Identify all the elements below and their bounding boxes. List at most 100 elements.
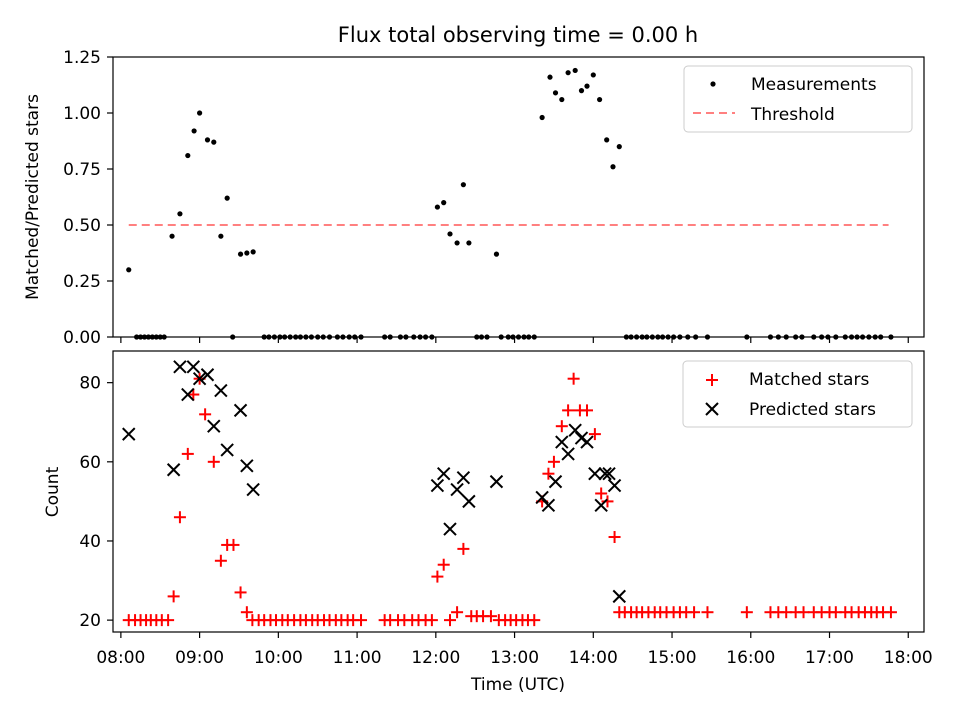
predicted-star-point [200, 368, 215, 382]
measurement-point [547, 74, 553, 80]
predicted-star-point [430, 478, 445, 493]
predicted-star-point [462, 494, 476, 509]
matched-star-point [240, 606, 253, 619]
matched-star-point [425, 614, 438, 627]
top-legend: Measurements Threshold [683, 65, 913, 133]
top-y-tick-label: 0.50 [63, 216, 101, 236]
matched-star-point [437, 558, 450, 571]
top-y-tick-label: 1.25 [63, 48, 101, 68]
matched-star-point [688, 606, 701, 619]
predicted-star-point [240, 459, 254, 473]
predicted-star-point [489, 474, 504, 489]
x-tick-label: 12:00 [411, 648, 460, 668]
predicted-star-point [607, 478, 622, 493]
x-tick-label: 10:00 [254, 648, 303, 668]
matched-star-point [199, 408, 212, 421]
measurement-point [610, 164, 616, 170]
measurement-point [552, 90, 559, 96]
measurement-point [466, 240, 472, 246]
measurement-point [250, 249, 256, 255]
bottom-legend: Matched stars Predicted stars [682, 360, 913, 428]
bottom-panel: 20 40 60 80 08:00 09:00 10:00 11:00 12:00 13:00 1… [79, 350, 933, 668]
matched-star-point [173, 511, 186, 524]
measurement-point [441, 200, 447, 206]
top-axes-frame [112, 56, 925, 338]
measurement-point [218, 233, 224, 239]
x-tick-label: 16:00 [726, 648, 775, 668]
measurement-point [211, 139, 217, 145]
predicted-star-point [166, 463, 181, 477]
measurement-point [565, 70, 571, 76]
predicted-star-point [612, 589, 626, 604]
legend-matched-label: Matched stars [749, 370, 869, 390]
measurement-point [584, 83, 590, 89]
measurement-point [590, 72, 596, 78]
matched-star-point [608, 531, 621, 544]
matched-star-point [484, 610, 497, 623]
matched-star-point [214, 554, 227, 567]
predicted-star-point [602, 466, 616, 481]
top-panel: 0.00 0.25 0.50 0.75 1.00 1.25 [63, 48, 925, 348]
measurement-point [597, 96, 603, 103]
matched-star-point [431, 570, 444, 583]
legend-predicted-marker [705, 402, 719, 416]
legend-predicted-label: Predicted stars [749, 400, 876, 420]
predicted-star-point [192, 371, 207, 386]
legend-measurements-label: Measurements [751, 75, 877, 95]
bottom-y-tick-label: 20 [79, 611, 101, 631]
x-tick-label: 08:00 [96, 648, 145, 668]
x-tick-label: 11:00 [333, 648, 382, 668]
predicted-star-point [568, 423, 582, 437]
matched-star-point [167, 590, 180, 603]
matched-star-point [555, 420, 568, 433]
matched-star-point [355, 614, 368, 627]
measurement-point [604, 137, 610, 143]
matched-star-point [588, 428, 601, 441]
top-y-tick-label: 0.75 [63, 160, 101, 180]
matched-star-point [581, 404, 594, 417]
measurement-point [572, 67, 578, 74]
matched-star-point [567, 372, 580, 385]
legend-threshold-label: Threshold [750, 105, 835, 125]
legend-measurements-marker [710, 81, 716, 87]
bottom-y-tick-label: 80 [79, 374, 101, 394]
predicted-star-point [548, 474, 563, 489]
predicted-star-point [220, 443, 234, 457]
measurement-point [185, 152, 191, 159]
matched-star-point [181, 447, 194, 460]
predicted-star-point [535, 490, 549, 505]
matched-star-point [457, 542, 470, 555]
predicted-star-point [207, 419, 221, 433]
bottom-legend-box [682, 360, 913, 428]
bottom-y-tick-label: 40 [79, 532, 101, 552]
measurement-point [616, 144, 622, 150]
matched-star-point [740, 606, 753, 619]
predicted-star-point [246, 482, 260, 497]
matched-star-point [601, 495, 614, 508]
measurement-point [460, 182, 466, 188]
predicted-star-point [598, 466, 612, 481]
x-tick-label: 13:00 [490, 648, 539, 668]
matched-star-point [443, 614, 456, 627]
x-tick-label: 14:00 [569, 648, 618, 668]
bottom-y-tick-label: 60 [79, 453, 101, 473]
predicted-star-point [561, 447, 575, 461]
measurement-point [204, 137, 211, 143]
top-y-axis-label: Matched/Predicted stars [23, 94, 43, 300]
measurement-point [197, 110, 203, 116]
predicted-star-point [574, 431, 589, 445]
measurement-point [539, 114, 545, 121]
measurement-point [224, 195, 230, 201]
predicted-star-point [443, 522, 457, 536]
predicted-star-point [555, 435, 569, 449]
matched-star-point [547, 455, 560, 468]
bottom-axes-frame [112, 350, 925, 633]
matched-star-point [884, 606, 897, 619]
measurement-point [126, 267, 132, 273]
measurement-point [493, 251, 500, 257]
matched-star-point [701, 606, 714, 619]
predicted-star-point [456, 470, 471, 485]
measurement-point [191, 128, 197, 134]
top-y-tick-label: 1.00 [63, 104, 101, 124]
